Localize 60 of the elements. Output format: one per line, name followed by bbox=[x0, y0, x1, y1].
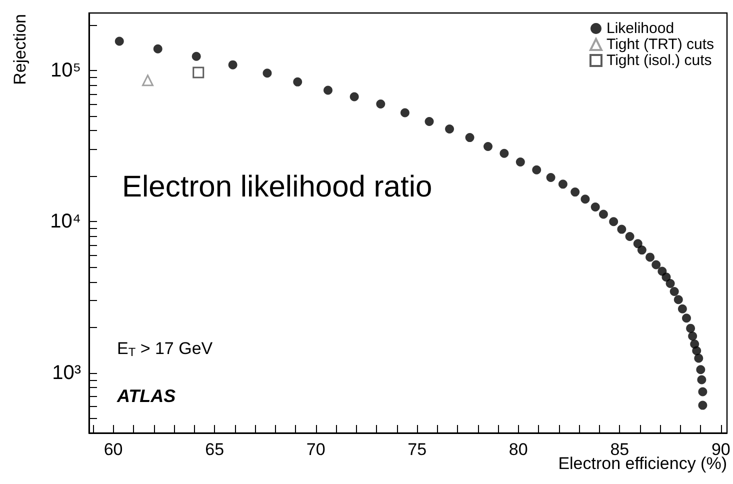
annotation: Electron likelihood ratio bbox=[122, 170, 432, 204]
y-tick-label: 10⁴ bbox=[50, 210, 81, 233]
point bbox=[558, 180, 568, 189]
y-tick-label: 10⁵ bbox=[50, 59, 81, 82]
point bbox=[114, 36, 124, 46]
legend-label: Likelihood bbox=[606, 20, 674, 37]
point bbox=[692, 346, 702, 356]
point bbox=[674, 295, 683, 304]
point bbox=[228, 60, 238, 70]
point bbox=[625, 232, 634, 241]
point bbox=[698, 387, 708, 396]
y-axis-title: Rejection bbox=[10, 14, 30, 85]
point bbox=[646, 252, 655, 262]
point bbox=[465, 133, 474, 142]
x-tick-label: 80 bbox=[508, 440, 528, 459]
point bbox=[376, 100, 386, 109]
point bbox=[666, 278, 675, 288]
point bbox=[350, 92, 359, 102]
point bbox=[570, 188, 580, 197]
point bbox=[686, 324, 696, 333]
point bbox=[445, 124, 454, 134]
point bbox=[694, 354, 704, 363]
point bbox=[617, 224, 626, 234]
x-tick-label: 70 bbox=[306, 440, 326, 459]
point bbox=[484, 142, 493, 152]
annotation: ATLAS bbox=[116, 386, 176, 406]
point bbox=[153, 44, 162, 54]
point bbox=[192, 66, 204, 78]
point bbox=[609, 217, 618, 226]
point bbox=[324, 86, 332, 95]
point bbox=[652, 260, 661, 270]
point bbox=[400, 108, 410, 118]
point bbox=[682, 314, 691, 323]
point bbox=[696, 365, 706, 374]
point bbox=[500, 148, 509, 158]
point bbox=[598, 210, 608, 219]
x-tick-label: 65 bbox=[205, 440, 224, 459]
point bbox=[262, 68, 272, 78]
point bbox=[662, 272, 671, 282]
point bbox=[697, 375, 706, 384]
point bbox=[142, 74, 154, 86]
legend-label: Tight (isol.) cuts bbox=[606, 52, 712, 69]
point bbox=[637, 246, 646, 255]
point bbox=[192, 52, 201, 61]
point bbox=[580, 194, 590, 204]
point bbox=[516, 158, 525, 167]
legend-label: Tight (TRT) cuts bbox=[606, 36, 714, 53]
point bbox=[678, 304, 687, 314]
point bbox=[293, 77, 302, 86]
point bbox=[688, 332, 698, 341]
point bbox=[546, 172, 556, 182]
point bbox=[633, 239, 642, 248]
point bbox=[424, 116, 434, 126]
y-tick-label: 10³ bbox=[52, 362, 82, 384]
point bbox=[590, 202, 600, 212]
x-tick-label: 75 bbox=[408, 440, 427, 459]
point bbox=[698, 400, 708, 410]
x-tick-label: 60 bbox=[104, 440, 123, 459]
point bbox=[670, 287, 679, 296]
point bbox=[532, 165, 542, 174]
